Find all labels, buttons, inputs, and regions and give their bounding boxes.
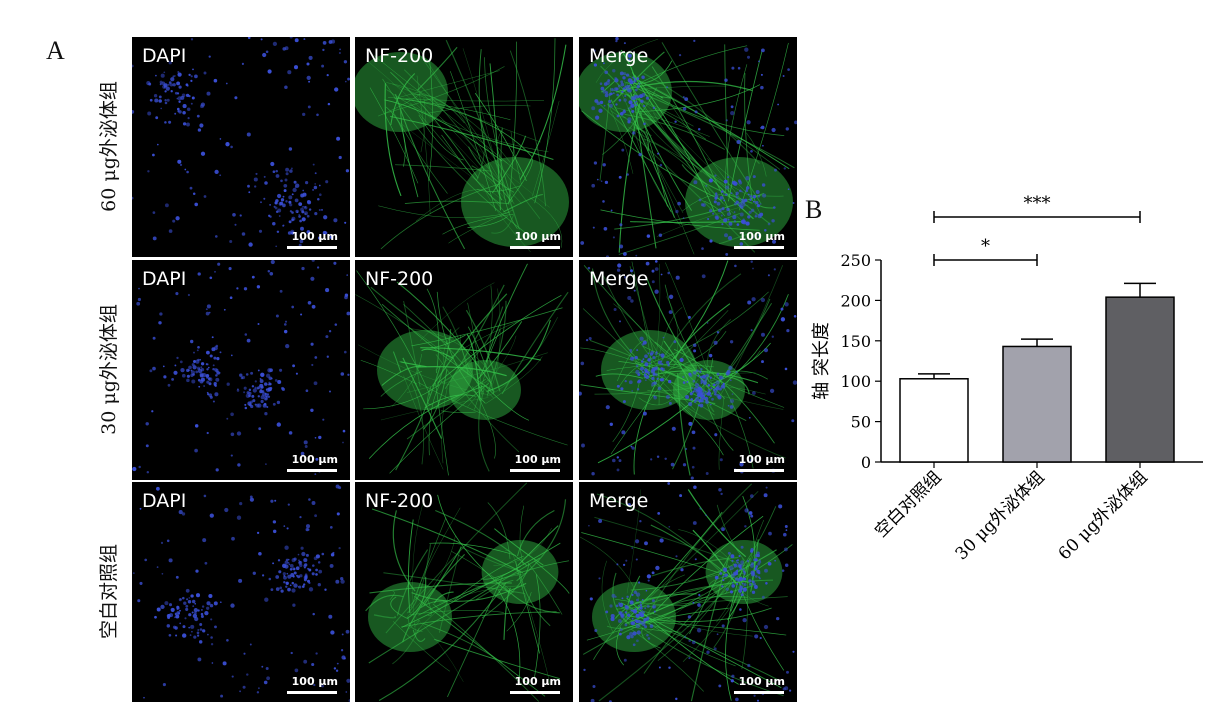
scale-bar bbox=[734, 246, 784, 249]
bar bbox=[1002, 345, 1072, 463]
x-tick-label: 60 μg外泌体组 bbox=[1055, 467, 1152, 564]
scale-bar bbox=[287, 469, 337, 472]
channel-label: Merge bbox=[589, 490, 649, 512]
bar bbox=[899, 378, 969, 463]
y-tick-label: 250 bbox=[840, 251, 871, 270]
row-label-30ug: 30 μg外泌体组 bbox=[97, 303, 120, 435]
tile-30ug-merge: Merge 100 μm bbox=[579, 260, 797, 480]
micrograph-texture bbox=[579, 482, 795, 702]
tile-30ug-dapi: DAPI 100 μm bbox=[132, 260, 350, 480]
significance-label: * bbox=[981, 236, 990, 257]
scale-bar bbox=[510, 691, 560, 694]
scale-bar bbox=[287, 691, 337, 694]
channel-label: DAPI bbox=[142, 268, 187, 290]
y-tick-label: 50 bbox=[851, 413, 871, 432]
micrograph-texture bbox=[355, 263, 569, 476]
channel-label: NF-200 bbox=[365, 490, 434, 512]
y-tick-label: 150 bbox=[840, 332, 871, 351]
tile-control-dapi: DAPI 100 μm bbox=[132, 482, 350, 702]
scale-bar-label: 100 μm bbox=[738, 675, 785, 688]
tile-60ug-merge: Merge 100 μm bbox=[579, 37, 797, 257]
micrograph-texture bbox=[579, 37, 797, 257]
micrograph-texture bbox=[132, 260, 350, 476]
tile-60ug-nf200: NF-200 100 μm bbox=[355, 37, 573, 257]
x-tick-label: 空白对照组 bbox=[871, 467, 945, 541]
channel-label: Merge bbox=[589, 268, 649, 290]
micrograph-texture bbox=[132, 484, 350, 702]
tile-control-nf200: NF-200 100 μm bbox=[355, 482, 573, 702]
scale-bar-label: 100 μm bbox=[738, 453, 785, 466]
micrograph-texture bbox=[132, 37, 350, 249]
significance-label: *** bbox=[1024, 193, 1051, 214]
scale-bar-label: 100 μm bbox=[291, 675, 338, 688]
scale-bar bbox=[510, 246, 560, 249]
tile-30ug-nf200: NF-200 100 μm bbox=[355, 260, 573, 480]
scale-bar-label: 100 μm bbox=[291, 453, 338, 466]
channel-label: Merge bbox=[589, 45, 649, 67]
channel-label: NF-200 bbox=[365, 45, 434, 67]
panel-b-label: B bbox=[805, 195, 823, 224]
row-label-60ug: 60 μg外泌体组 bbox=[97, 80, 120, 212]
micrograph-texture bbox=[579, 260, 797, 480]
channel-label: DAPI bbox=[142, 45, 187, 67]
scale-bar-label: 100 μm bbox=[514, 675, 561, 688]
scale-bar bbox=[510, 469, 560, 472]
channel-label: DAPI bbox=[142, 490, 187, 512]
y-tick-label: 200 bbox=[840, 291, 871, 310]
scale-bar bbox=[734, 691, 784, 694]
x-tick-label: 30 μg外泌体组 bbox=[952, 467, 1049, 564]
scale-bar-label: 100 μm bbox=[514, 453, 561, 466]
scale-bar-label: 100 μm bbox=[514, 230, 561, 243]
scale-bar-label: 100 μm bbox=[291, 230, 338, 243]
micrograph-texture bbox=[355, 38, 569, 253]
tile-60ug-dapi: DAPI 100 μm bbox=[132, 37, 350, 257]
bar bbox=[1105, 296, 1175, 463]
scale-bar bbox=[734, 469, 784, 472]
scale-bar bbox=[287, 246, 337, 249]
y-tick-label: 0 bbox=[861, 453, 871, 472]
y-tick-label: 100 bbox=[840, 372, 871, 391]
micrograph-texture bbox=[365, 482, 570, 702]
channel-label: NF-200 bbox=[365, 268, 434, 290]
panel-a-label: A bbox=[46, 36, 65, 65]
row-label-control: 空白对照组 bbox=[97, 543, 120, 639]
y-axis-label: 轴 突长度 bbox=[811, 322, 832, 400]
tile-control-merge: Merge 100 μm bbox=[579, 482, 797, 702]
scale-bar-label: 100 μm bbox=[738, 230, 785, 243]
